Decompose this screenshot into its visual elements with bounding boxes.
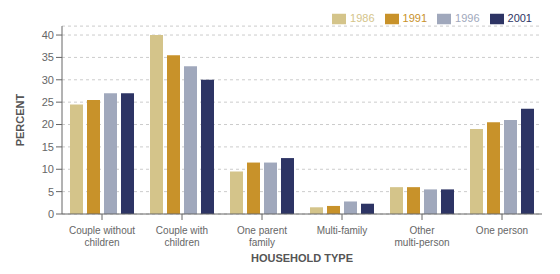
html-text:1991: 1991 — [402, 12, 427, 24]
svg-text:15: 15 — [42, 141, 54, 153]
svg-text:PERCENT: PERCENT — [14, 93, 26, 146]
svg-text:35: 35 — [42, 51, 54, 63]
svg-text:20: 20 — [42, 118, 54, 130]
svg-text:5: 5 — [48, 186, 54, 198]
svg-text:Couple withchildren: Couple withchildren — [156, 225, 208, 248]
html-text:1996: 1996 — [455, 12, 480, 24]
svg-text:Othermulti-person: Othermulti-person — [394, 225, 449, 248]
html-text:2001: 2001 — [507, 12, 532, 24]
svg-text:25: 25 — [42, 96, 54, 108]
svg-text:0: 0 — [48, 208, 54, 220]
svg-text:30: 30 — [42, 74, 54, 86]
svg-text:Couple withoutchildren: Couple withoutchildren — [69, 225, 135, 248]
svg-text:10: 10 — [42, 163, 54, 175]
html-text:1986: 1986 — [350, 12, 375, 24]
svg-text:HOUSEHOLD TYPE: HOUSEHOLD TYPE — [251, 252, 353, 264]
svg-text:Multi-family: Multi-family — [317, 225, 368, 236]
svg-text:One person: One person — [476, 225, 528, 236]
svg-text:One parentfamily: One parentfamily — [237, 225, 287, 248]
svg-text:40: 40 — [42, 29, 54, 41]
